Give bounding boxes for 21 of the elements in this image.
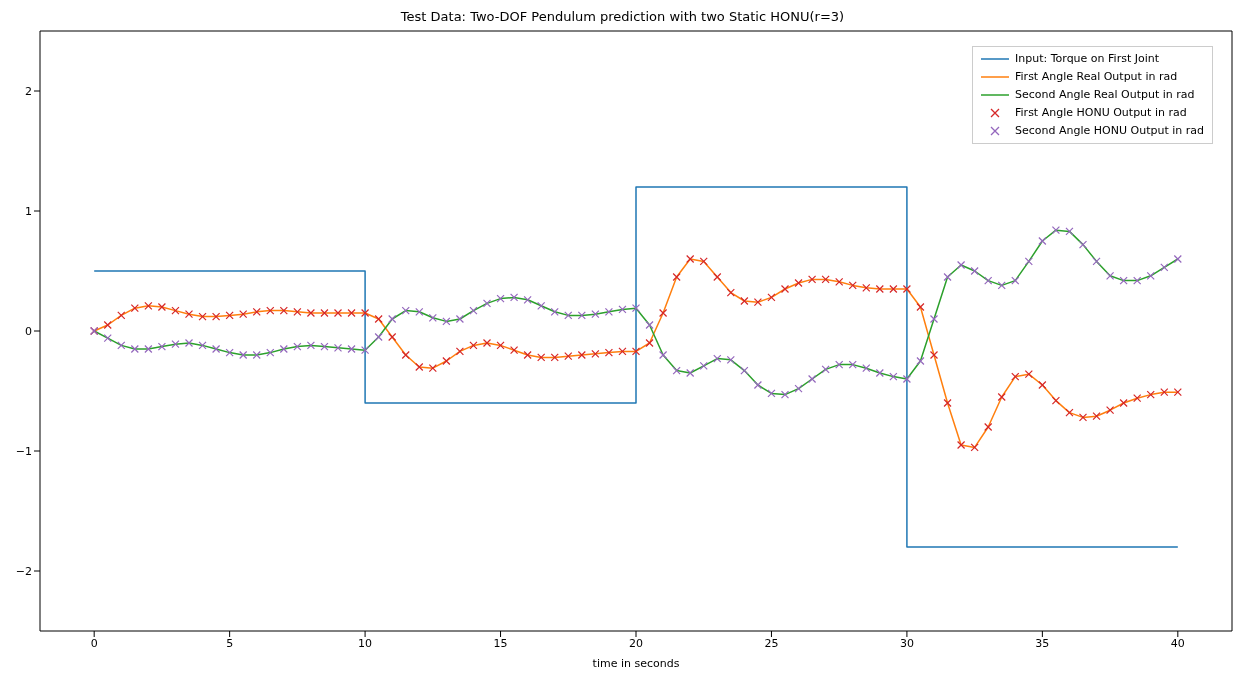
x-tick-label: 40 [1170, 636, 1185, 650]
x-tick-label: 30 [899, 636, 914, 650]
x-tick-label: 15 [493, 636, 508, 650]
legend-label: First Angle HONU Output in rad [1015, 105, 1187, 121]
legend-label: Second Angle Real Output in rad [1015, 87, 1195, 103]
y-tick-label: 2 [25, 84, 32, 98]
x-tick-label: 35 [1035, 636, 1050, 650]
y-tick-label: 1 [25, 204, 32, 218]
x-tick-label: 10 [358, 636, 373, 650]
x-tick-label: 5 [226, 636, 234, 650]
y-tick-label: −1 [15, 444, 32, 458]
legend-label: First Angle Real Output in rad [1015, 69, 1178, 85]
legend-label: Input: Torque on First Joint [1015, 51, 1160, 67]
x-axis-title: time in seconds [592, 657, 680, 670]
y-tick-label: −2 [15, 564, 32, 578]
x-tick-label: 25 [764, 636, 779, 650]
legend-label: Second Angle HONU Output in rad [1015, 123, 1204, 139]
x-tick-label: 20 [629, 636, 643, 650]
x-tick-label: 0 [90, 636, 98, 650]
y-tick-label: 0 [25, 324, 32, 338]
chart-title: Test Data: Two-DOF Pendulum prediction with two Static HONU(r=3) [399, 8, 846, 26]
